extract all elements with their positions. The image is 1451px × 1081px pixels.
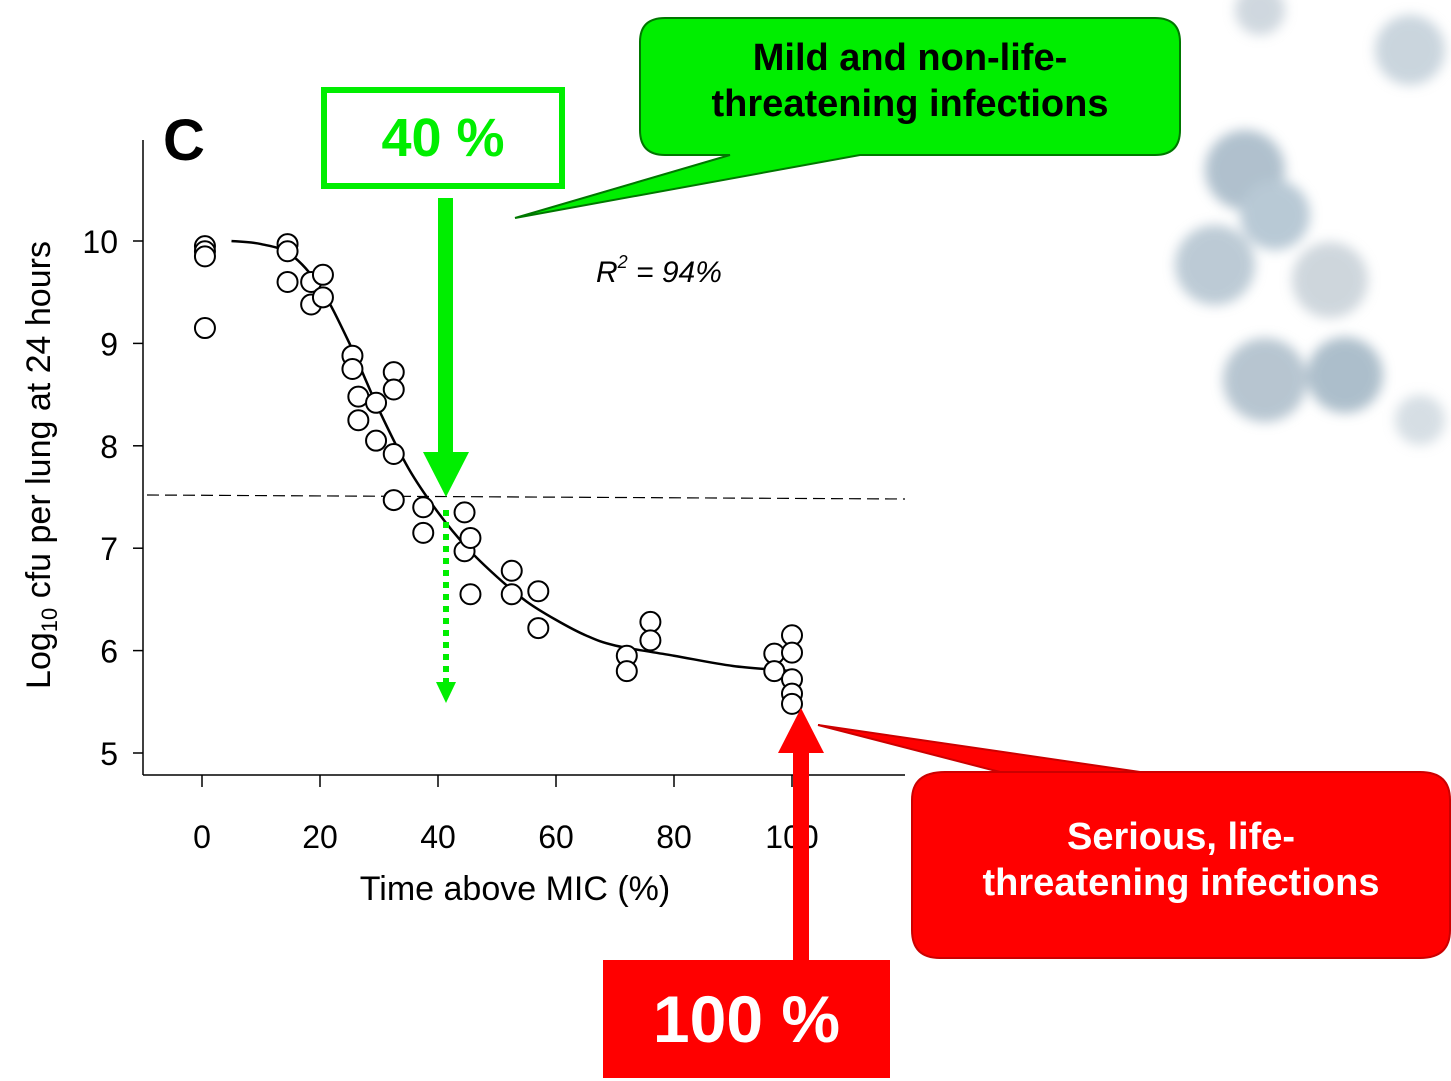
x-tick-label: 60 <box>538 819 574 855</box>
x-tick-label: 100 <box>765 819 818 855</box>
y-tick-label: 7 <box>100 531 118 567</box>
data-point <box>276 240 299 263</box>
data-point <box>193 245 216 268</box>
x-ticks: 0 20 40 60 80 100 <box>193 775 819 855</box>
data-point <box>341 358 364 380</box>
y-tick-label: 10 <box>82 224 118 260</box>
data-point <box>781 641 803 664</box>
data-point <box>527 580 550 603</box>
data-point <box>500 559 523 582</box>
data-point <box>763 660 786 683</box>
pct-100-label: 100 % <box>652 982 841 1056</box>
data-point <box>781 692 803 715</box>
y-ticks: 5 6 7 8 9 10 <box>82 224 143 772</box>
data-point <box>500 583 523 606</box>
data-point <box>639 629 662 652</box>
serious-infections-callout-text: Serious, life- threatening infections <box>912 815 1450 906</box>
pct-40-box: 40 % <box>321 87 565 189</box>
pct-100-box: 100 % <box>603 960 890 1078</box>
data-point <box>382 442 405 465</box>
data-points <box>193 233 803 715</box>
x-tick-label: 40 <box>420 819 456 855</box>
x-tick-label: 20 <box>302 819 338 855</box>
mild-infections-callout-bubble <box>514 17 1181 219</box>
data-point <box>453 501 476 524</box>
mild-infections-callout-text: Mild and non-life- threatening infection… <box>640 36 1180 127</box>
red-arrow-shaft <box>793 752 809 964</box>
mild-callout-line2: threatening infections <box>711 82 1109 125</box>
data-point <box>459 583 482 606</box>
serious-callout-line2: threatening infections <box>982 861 1380 904</box>
data-point <box>365 391 388 414</box>
serious-callout-line1: Serious, life- <box>1066 816 1296 858</box>
data-point <box>412 496 435 519</box>
threshold-dashed-line <box>146 494 906 500</box>
data-point <box>347 409 370 432</box>
panel-label: C <box>163 108 205 173</box>
data-point <box>382 378 405 401</box>
green-arrow-head <box>423 452 469 497</box>
y-tick-label: 9 <box>100 326 118 362</box>
serious-infections-callout-bubble <box>817 724 1451 959</box>
red-arrow-head <box>778 708 824 753</box>
data-point <box>365 429 388 452</box>
green-arrow-shaft <box>438 198 453 453</box>
data-point <box>311 263 334 286</box>
data-point <box>311 286 334 309</box>
green-dotted-arrow-head <box>436 682 456 703</box>
r-squared-annotation: R2 = 94% <box>596 252 722 289</box>
data-point <box>527 617 550 640</box>
data-point <box>615 660 638 683</box>
background-cells-image <box>1175 0 1445 445</box>
x-tick-label: 80 <box>656 819 692 855</box>
mild-callout-line1: Mild and non-life- <box>752 37 1068 79</box>
data-point <box>382 489 405 512</box>
y-tick-label: 5 <box>100 736 118 772</box>
data-point <box>459 526 482 549</box>
data-point <box>639 610 662 633</box>
x-axis-label: Time above MIC (%) <box>360 870 670 908</box>
data-point <box>412 521 435 544</box>
pct-40-label: 40 % <box>381 108 505 168</box>
y-tick-label: 6 <box>100 634 118 670</box>
data-point <box>276 270 299 293</box>
data-point <box>193 317 216 340</box>
y-axis-label: Log10 cfu per lung at 24 hours <box>20 241 62 689</box>
y-tick-label: 8 <box>100 429 118 465</box>
x-tick-label: 0 <box>193 819 211 855</box>
